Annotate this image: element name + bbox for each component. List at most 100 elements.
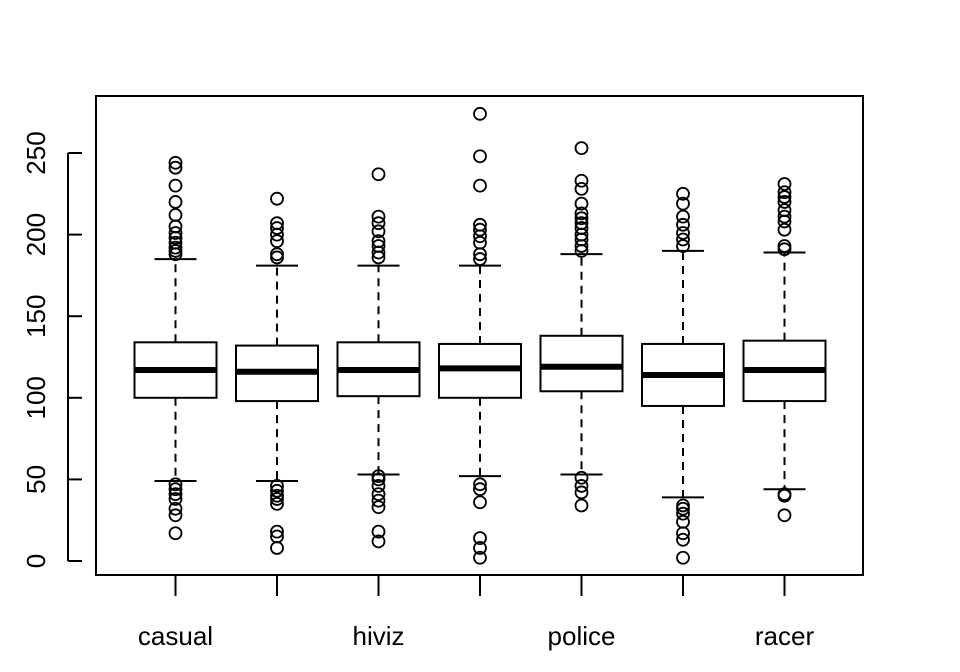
outlier-point xyxy=(168,492,183,506)
outlier-point xyxy=(574,182,589,196)
outlier-point xyxy=(574,173,589,188)
outlier-point xyxy=(676,532,690,547)
outlier-point xyxy=(676,217,690,232)
outlier-point xyxy=(270,247,284,262)
outlier-point xyxy=(473,222,487,237)
outlier-point xyxy=(270,216,284,231)
plot-frame xyxy=(95,95,864,576)
outlier-point xyxy=(777,203,792,218)
box-casual xyxy=(133,155,218,541)
outlier-point xyxy=(676,498,690,513)
outlier-point xyxy=(473,149,487,164)
outlier-point xyxy=(371,487,386,501)
outlier-point xyxy=(574,216,589,231)
outlier-point xyxy=(473,235,487,250)
outlier-point xyxy=(676,514,690,529)
outlier-point xyxy=(168,235,183,250)
outlier-point xyxy=(777,177,792,191)
outlier-point xyxy=(168,226,183,240)
outlier-point xyxy=(676,239,690,253)
outlier-point xyxy=(574,196,589,211)
outlier-point xyxy=(473,178,487,193)
outlier-point xyxy=(777,185,792,200)
outlier-point xyxy=(270,234,284,249)
outlier-point xyxy=(777,190,792,204)
outlier-point xyxy=(371,500,386,515)
outlier-point xyxy=(473,477,487,492)
outlier-point xyxy=(270,524,284,539)
outlier-point xyxy=(371,224,386,239)
outlier-point xyxy=(270,496,284,511)
outlier-point xyxy=(168,178,183,193)
outlier-point xyxy=(777,222,792,237)
outlier-point xyxy=(574,498,589,513)
outlier-point xyxy=(473,106,487,121)
outlier-point xyxy=(574,141,589,156)
outlier-point xyxy=(473,550,487,565)
outlier-point xyxy=(777,239,792,253)
x-tick-label: casual xyxy=(138,621,213,651)
y-axis: 0 50 100 150 200 250 xyxy=(21,131,82,568)
outlier-point xyxy=(676,186,690,201)
outlier-point xyxy=(270,488,284,503)
outlier-point xyxy=(168,240,183,255)
outlier-point xyxy=(371,167,386,182)
box-novice xyxy=(438,106,522,565)
outlier-point xyxy=(168,482,183,497)
outlier-point xyxy=(371,493,386,508)
y-tick-label: 0 xyxy=(21,554,51,568)
outlier-point xyxy=(168,526,183,541)
outlier-point xyxy=(676,550,690,565)
outlier-point xyxy=(473,217,487,232)
outlier-point xyxy=(168,508,183,523)
outlier-point xyxy=(270,541,284,555)
outlier-point xyxy=(473,541,487,555)
outlier-point xyxy=(574,211,589,226)
outlier-point xyxy=(676,226,690,240)
outlier-point xyxy=(371,209,386,224)
outlier-point xyxy=(371,524,386,539)
outlier-point xyxy=(777,487,792,501)
outlier-point xyxy=(777,209,792,224)
outlier-point xyxy=(371,534,386,549)
y-tick-label: 200 xyxy=(21,213,51,256)
outlier-point xyxy=(168,160,183,175)
outlier-point xyxy=(371,479,386,493)
y-tick-label: 150 xyxy=(21,295,51,338)
outlier-point xyxy=(574,470,589,485)
outlier-point xyxy=(473,252,487,266)
outlier-point xyxy=(473,495,487,510)
outlier-point xyxy=(168,501,183,516)
outlier-point xyxy=(574,479,589,493)
outlier-point xyxy=(371,216,386,231)
outlier-point xyxy=(270,221,284,235)
outlier-point xyxy=(270,479,284,493)
outlier-point xyxy=(777,508,792,523)
outlier-point xyxy=(371,234,386,249)
outlier-point xyxy=(574,206,589,221)
outlier-point xyxy=(777,195,792,209)
x-tick-label: racer xyxy=(755,621,815,651)
outlier-point xyxy=(574,221,589,235)
y-tick-label: 250 xyxy=(21,131,51,174)
outlier-point xyxy=(371,239,386,253)
box-commute xyxy=(235,191,319,555)
outlier-point xyxy=(676,506,690,521)
x-tick-label: hiviz xyxy=(352,621,404,651)
outlier-point xyxy=(168,487,183,501)
outlier-point xyxy=(371,469,386,484)
outlier-point xyxy=(574,485,589,500)
iqr-box xyxy=(539,334,624,393)
box-series xyxy=(133,106,827,565)
outlier-point xyxy=(168,195,183,209)
box-hiviz xyxy=(336,167,421,549)
y-tick-label: 50 xyxy=(21,465,51,494)
outlier-point xyxy=(473,531,487,546)
outlier-point xyxy=(270,529,284,544)
outlier-point xyxy=(168,208,183,222)
outlier-point xyxy=(270,483,284,498)
outlier-point xyxy=(270,191,284,206)
outlier-point xyxy=(676,232,690,247)
x-tick-label: police xyxy=(548,621,616,651)
